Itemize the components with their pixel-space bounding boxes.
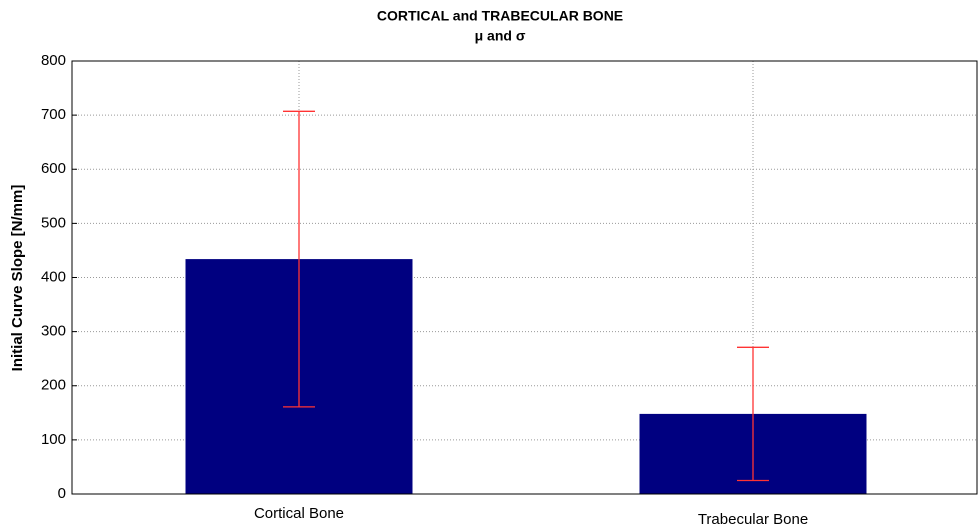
y-tick-label: 700: [41, 106, 66, 123]
y-tick-label: 600: [41, 160, 66, 177]
x-tick-label: Trabecular Bone: [698, 511, 808, 528]
x-tick-label: Cortical Bone: [254, 505, 344, 522]
y-tick-label: 0: [58, 485, 66, 502]
y-tick-label: 300: [41, 323, 66, 340]
y-tick-label: 200: [41, 377, 66, 394]
y-tick-label: 800: [41, 52, 66, 69]
chart-subtitle: μ and σ: [475, 28, 526, 44]
y-tick-label: 400: [41, 268, 66, 285]
chart-title: CORTICAL and TRABECULAR BONE: [377, 8, 623, 24]
y-axis-label: Initial Curve Slope [N/mm]: [9, 185, 26, 372]
y-tick-label: 500: [41, 214, 66, 231]
y-tick-label: 100: [41, 431, 66, 448]
plot-frame: [71, 60, 978, 495]
